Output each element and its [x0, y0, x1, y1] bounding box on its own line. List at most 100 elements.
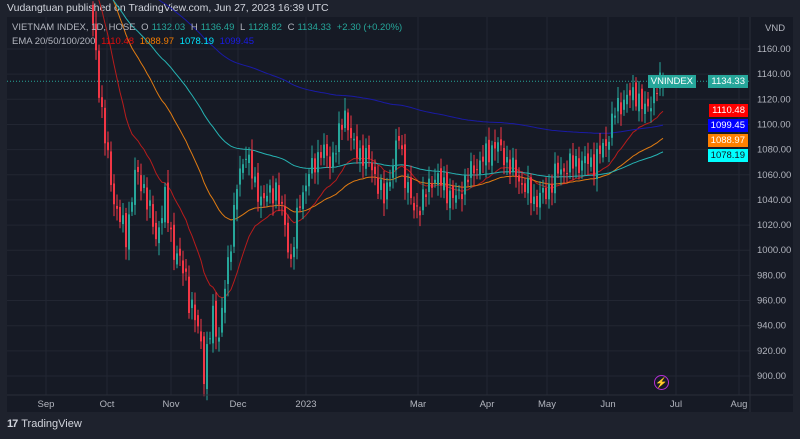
candle-down — [440, 168, 442, 186]
candle-up — [206, 344, 208, 390]
candle-down — [572, 155, 574, 169]
candle-up — [497, 142, 499, 152]
candle-down — [413, 202, 415, 211]
candle-up — [302, 192, 304, 210]
candle-down — [95, 23, 97, 51]
candle-down — [281, 201, 283, 204]
time-tick: Mar — [410, 399, 426, 410]
candle-up — [260, 196, 262, 206]
candle-down — [194, 304, 196, 321]
candle-down — [500, 139, 502, 146]
candle-up — [539, 192, 541, 208]
candle-up — [323, 144, 325, 159]
candle-down — [137, 166, 139, 173]
candle-up — [458, 189, 460, 191]
candle-down — [350, 128, 352, 139]
candle-up — [392, 165, 394, 178]
candle-up — [122, 215, 124, 225]
candle-up — [449, 190, 451, 209]
candle-down — [494, 142, 496, 149]
candle-up — [332, 152, 334, 167]
candle-up — [131, 202, 133, 212]
candle-down — [482, 156, 484, 162]
time-tick: Sep — [38, 399, 55, 410]
candle-up — [230, 251, 232, 262]
candle-up — [242, 164, 244, 173]
candle-down — [647, 98, 649, 107]
candle-up — [611, 113, 613, 138]
candle-down — [341, 124, 343, 130]
candle-up — [644, 103, 646, 114]
time-tick: Aug — [731, 399, 748, 410]
low-value: 1128.82 — [248, 22, 282, 33]
candle-up — [158, 227, 160, 244]
candle-up — [317, 152, 319, 173]
candle-down — [620, 102, 622, 115]
candle-down — [383, 183, 385, 204]
candle-down — [320, 152, 322, 158]
candle-up — [344, 110, 346, 129]
time-tick: Nov — [163, 399, 180, 410]
candle-down — [377, 177, 379, 194]
candle-down — [509, 159, 511, 174]
price-tick: 940.00 — [757, 321, 786, 332]
candle-up — [437, 173, 439, 185]
candle-down — [401, 145, 403, 149]
candle-up — [596, 148, 598, 179]
candle-up — [533, 196, 535, 205]
candle-down — [197, 315, 199, 327]
candle-up — [650, 108, 652, 112]
footer: 17 TradingView — [7, 418, 82, 430]
lightning-icon[interactable]: ⚡ — [654, 375, 669, 390]
ema50-label: 1088.97 — [707, 134, 748, 147]
time-tick: Jul — [670, 399, 682, 410]
candle-down — [140, 175, 142, 192]
candle-down — [503, 148, 505, 166]
candle-down — [473, 165, 475, 174]
candle-down — [476, 169, 478, 171]
candle-down — [146, 187, 148, 210]
brand-name: TradingView — [21, 418, 82, 430]
candle-down — [446, 172, 448, 204]
candle-down — [578, 158, 580, 173]
candle-up — [380, 179, 382, 191]
candle-up — [221, 307, 223, 333]
candle-down — [278, 185, 280, 205]
candle-up — [590, 157, 592, 167]
candle-down — [371, 162, 373, 171]
candle-up — [623, 99, 625, 110]
high-value: 1136.49 — [200, 22, 235, 33]
candle-down — [419, 210, 421, 216]
candle-down — [362, 145, 364, 166]
tradingview-logo: 17 — [7, 418, 18, 430]
price-tick: 1100.00 — [757, 119, 791, 130]
candle-down — [551, 183, 553, 193]
candle-up — [542, 187, 544, 193]
candle-down — [104, 107, 106, 144]
candle-down — [656, 93, 658, 95]
candle-down — [461, 194, 463, 200]
candle-down — [356, 136, 358, 158]
candle-down — [518, 175, 520, 182]
candle-up — [269, 185, 271, 193]
candle-up — [212, 305, 214, 344]
last-price-label: 1134.33 — [708, 75, 748, 88]
time-tick: Dec — [230, 399, 247, 410]
candle-up — [266, 195, 268, 202]
candle-down — [635, 82, 637, 107]
candle-down — [629, 90, 631, 96]
candle-up — [365, 148, 367, 169]
candle-down — [107, 142, 109, 151]
time-tick: May — [538, 399, 556, 410]
candle-up — [293, 247, 295, 258]
candle-up — [248, 154, 250, 164]
publish-info: Vudangtuan published on TradingView.com,… — [7, 2, 329, 14]
ema20-label: 1110.48 — [709, 104, 748, 117]
candle-up — [134, 169, 136, 205]
candle-down — [452, 185, 454, 198]
candle-up — [335, 153, 337, 155]
candle-down — [284, 206, 286, 225]
change-value: +2.30 (+0.20%) — [336, 22, 403, 33]
candle-down — [185, 268, 187, 272]
